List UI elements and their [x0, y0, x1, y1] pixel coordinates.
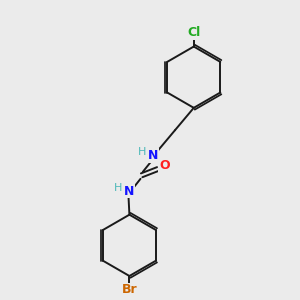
Text: H: H — [114, 183, 122, 193]
Text: N: N — [124, 185, 135, 198]
Text: O: O — [159, 160, 170, 172]
Text: Br: Br — [122, 283, 137, 296]
Text: Cl: Cl — [187, 26, 200, 39]
Text: N: N — [148, 149, 158, 162]
Text: H: H — [137, 147, 146, 157]
